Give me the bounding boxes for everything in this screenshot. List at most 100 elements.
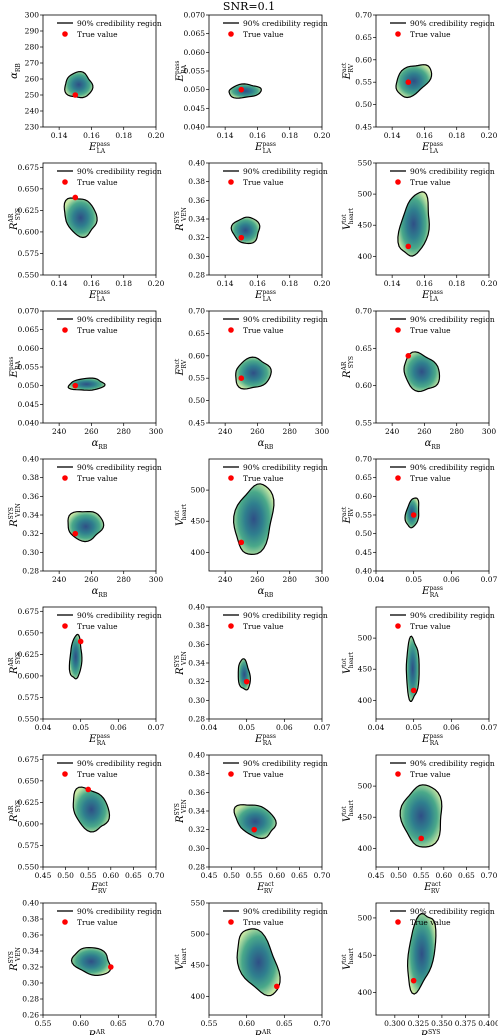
y-tick-label: 0.675 [18,163,40,172]
x-tick-label: 0.50 [223,871,240,880]
y-tick-label: 0.045 [18,400,40,409]
legend-truth-swatch [62,623,68,629]
x-tick-label: 0.20 [314,131,331,140]
x-tick-label: 0.05 [72,723,89,732]
subplot: 240 260 280 300 400 450 500 αRB Vtotheart 90% cre… [174,458,329,599]
legend-truth-swatch [395,623,401,629]
truth-point [72,194,79,201]
y-axis-label: EpassRA [174,61,188,83]
y-tick-label: 0.625 [18,650,40,659]
axes-frame [375,162,490,276]
x-tick-label: 0.20 [481,131,498,140]
legend-region-label: 90% credibility region [243,315,328,324]
legend-truth-swatch [395,771,401,777]
credibility-region [67,510,105,543]
y-axis-label: EactRV [341,62,355,80]
y-tick-label: 500 [358,913,373,922]
credibility-region [395,64,433,99]
y-axis-label: EactRV [341,506,355,524]
credibility-region [237,658,252,691]
legend-region-label: 90% credibility region [410,907,495,916]
x-tick-label: 0.14 [217,279,234,288]
truth-point [238,539,245,546]
credibility-region [235,356,272,390]
legend-truth-swatch [395,327,401,333]
x-tick-label: 0.04 [368,723,385,732]
subplot: 0.55 0.60 0.65 0.70 400 450 500 550 RARSYS Vtothe… [174,899,331,1035]
subplot: 0.04 0.05 0.06 0.07 0.550 0.575 0.600 0.625 0.65… [8,606,165,747]
x-tick-label: 0.55 [35,1019,52,1028]
truth-point [418,835,425,842]
y-tick-label: 500 [191,486,206,495]
truth-point [238,375,245,382]
legend-truth-label: True value [243,178,284,187]
y-tick-label: 0.34 [188,215,205,224]
x-tick-label: 0.16 [83,131,100,140]
x-tick-label: 0.20 [148,279,165,288]
x-tick-label: 0.50 [57,871,74,880]
x-tick-label: 0.70 [481,871,498,880]
credibility-region [63,197,98,239]
legend-truth-swatch [395,475,401,481]
y-tick-label: 0.70 [355,307,372,316]
figure-title: SNR=0.1 [222,0,276,13]
x-tick-label: 300 [149,427,164,436]
y-tick-label: 400 [358,988,373,997]
axes-frame [375,754,490,868]
y-tick-label: 0.30 [188,696,205,705]
axes-frame [375,310,490,424]
x-tick-label: 0.05 [238,723,255,732]
y-axis-label: RARSYS [8,800,22,823]
legend-truth-label: True value [410,918,451,927]
legend-truth-swatch [228,475,234,481]
y-tick-label: 0.600 [18,227,40,236]
x-axis-label: Epass RA [254,733,276,747]
y-axis-label: EpassRA [8,357,22,379]
y-tick-label: 0.45 [355,548,372,557]
y-tick-label: 240 [25,107,40,116]
x-tick-label: 0.65 [125,871,142,880]
x-tick-label: 0.07 [481,575,498,584]
legend-region-label: 90% credibility region [243,19,328,28]
x-tick-label: 0.06 [276,723,293,732]
y-tick-label: 0.575 [18,693,40,702]
credibility-region [236,928,281,997]
x-axis-label: Epass LA [88,289,110,303]
x-tick-label: 280 [283,427,298,436]
x-tick-label: 0.06 [110,723,127,732]
y-tick-label: 0.32 [22,963,39,972]
y-axis-label: RSYSVEN [174,207,188,232]
x-tick-label: 240 [52,575,67,584]
y-axis-label: Vtotheart [174,947,188,970]
y-tick-label: 0.32 [188,677,205,686]
y-tick-label: 0.065 [18,325,40,334]
y-tick-label: 0.32 [188,233,205,242]
y-tick-label: 450 [358,665,373,674]
x-tick-label: 0.04 [368,575,385,584]
x-axis-label: Epass RA [421,733,443,747]
y-axis-label: RSYSVEN [174,651,188,676]
y-tick-label: 0.050 [184,85,206,94]
y-tick-label: 0.50 [188,396,205,405]
truth-point [72,382,79,389]
y-tick-label: 0.550 [18,271,40,280]
subplot: 240 260 280 300 0.040 0.045 0.050 0.055 0.060 0.0… [8,307,163,452]
x-tick-label: 0.06 [443,575,460,584]
y-tick-label: 0.38 [22,915,39,924]
y-tick-label: 0.70 [188,307,205,316]
legend-region-label: 90% credibility region [410,167,495,176]
x-axis-label: Eact RV [256,881,274,895]
x-tick-label: 260 [250,427,265,436]
x-tick-label: 0.04 [35,723,52,732]
y-tick-label: 0.28 [22,995,39,1004]
x-tick-label: 0.65 [291,871,308,880]
x-tick-label: 300 [315,427,330,436]
y-axis-label: RARSYS [8,208,22,231]
subplot: 0.45 0.50 0.55 0.60 0.65 0.70 400 450 500 Eact RV V… [341,754,498,895]
credibility-region [72,786,111,833]
x-tick-label: 0.60 [268,871,285,880]
x-tick-label: 0.50 [390,871,407,880]
y-tick-label: 0.36 [188,640,205,649]
